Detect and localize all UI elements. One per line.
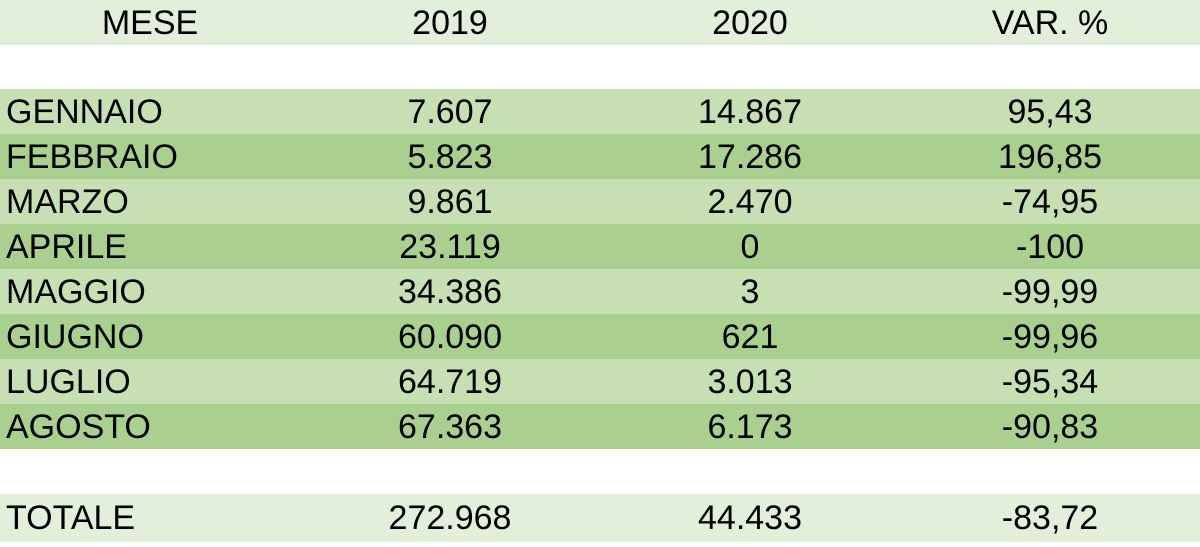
table-row: GENNAIO 7.607 14.867 95,43 <box>0 89 1200 134</box>
table-row: MARZO 9.861 2.470 -74,95 <box>0 179 1200 224</box>
table-row: AGOSTO 67.363 6.173 -90,83 <box>0 404 1200 449</box>
cell-2020: 621 <box>721 317 779 356</box>
table-total-row: TOTALE 272.968 44.433 -83,72 <box>0 494 1200 542</box>
header-2020: 2020 <box>712 3 788 42</box>
cell-var: -100 <box>1015 227 1085 266</box>
header-var-percent: VAR. % <box>991 3 1109 42</box>
cell-2020: 14.867 <box>698 92 802 131</box>
cell-month: GENNAIO <box>6 92 163 131</box>
cell-var: -99,99 <box>1001 272 1099 311</box>
cell-month: MAGGIO <box>6 272 146 311</box>
cell-month: LUGLIO <box>6 362 131 401</box>
header-mese: MESE <box>101 3 199 42</box>
cell-var: -74,95 <box>1001 182 1099 221</box>
cell-2019: 9.861 <box>407 182 493 221</box>
total-2019: 272.968 <box>388 499 512 537</box>
table-row: MAGGIO 34.386 3 -99,99 <box>0 269 1200 314</box>
cell-month: GIUGNO <box>6 317 144 356</box>
cell-var: -90,83 <box>1001 407 1099 446</box>
cell-month: FEBBRAIO <box>6 137 178 176</box>
cell-2020: 6.173 <box>707 407 793 446</box>
total-2020: 44.433 <box>698 499 802 537</box>
table-row: GIUGNO 60.090 621 -99,96 <box>0 314 1200 359</box>
cell-2019: 7.607 <box>407 92 493 131</box>
cell-2019: 5.823 <box>407 137 493 176</box>
cell-2020: 3.013 <box>707 362 793 401</box>
cell-2020: 3 <box>740 272 760 311</box>
cell-month: MARZO <box>6 182 129 221</box>
cell-2019: 64.719 <box>398 362 502 401</box>
cell-2019: 67.363 <box>398 407 502 446</box>
table-row: LUGLIO 64.719 3.013 -95,34 <box>0 359 1200 404</box>
cell-var: 95,43 <box>1007 92 1093 131</box>
cell-2019: 60.090 <box>398 317 502 356</box>
table-spacer <box>0 45 1200 89</box>
header-2019: 2019 <box>412 3 488 42</box>
table-row: FEBBRAIO 5.823 17.286 196,85 <box>0 134 1200 179</box>
table-row: APRILE 23.119 0 -100 <box>0 224 1200 269</box>
total-label: TOTALE <box>6 499 136 537</box>
cell-2020: 17.286 <box>698 137 802 176</box>
table-spacer <box>0 449 1200 494</box>
cell-var: -99,96 <box>1001 317 1099 356</box>
cell-var: 196,85 <box>998 137 1102 176</box>
total-var: -83,72 <box>1001 499 1099 537</box>
cell-var: -95,34 <box>1001 362 1099 401</box>
cell-2019: 34.386 <box>398 272 502 311</box>
cell-2020: 0 <box>740 227 760 266</box>
table-header-row: MESE 2019 2020 VAR. % <box>0 0 1200 45</box>
cell-month: APRILE <box>6 227 127 266</box>
cell-2019: 23.119 <box>399 227 501 266</box>
cell-month: AGOSTO <box>6 407 151 446</box>
cell-2020: 2.470 <box>707 182 793 221</box>
